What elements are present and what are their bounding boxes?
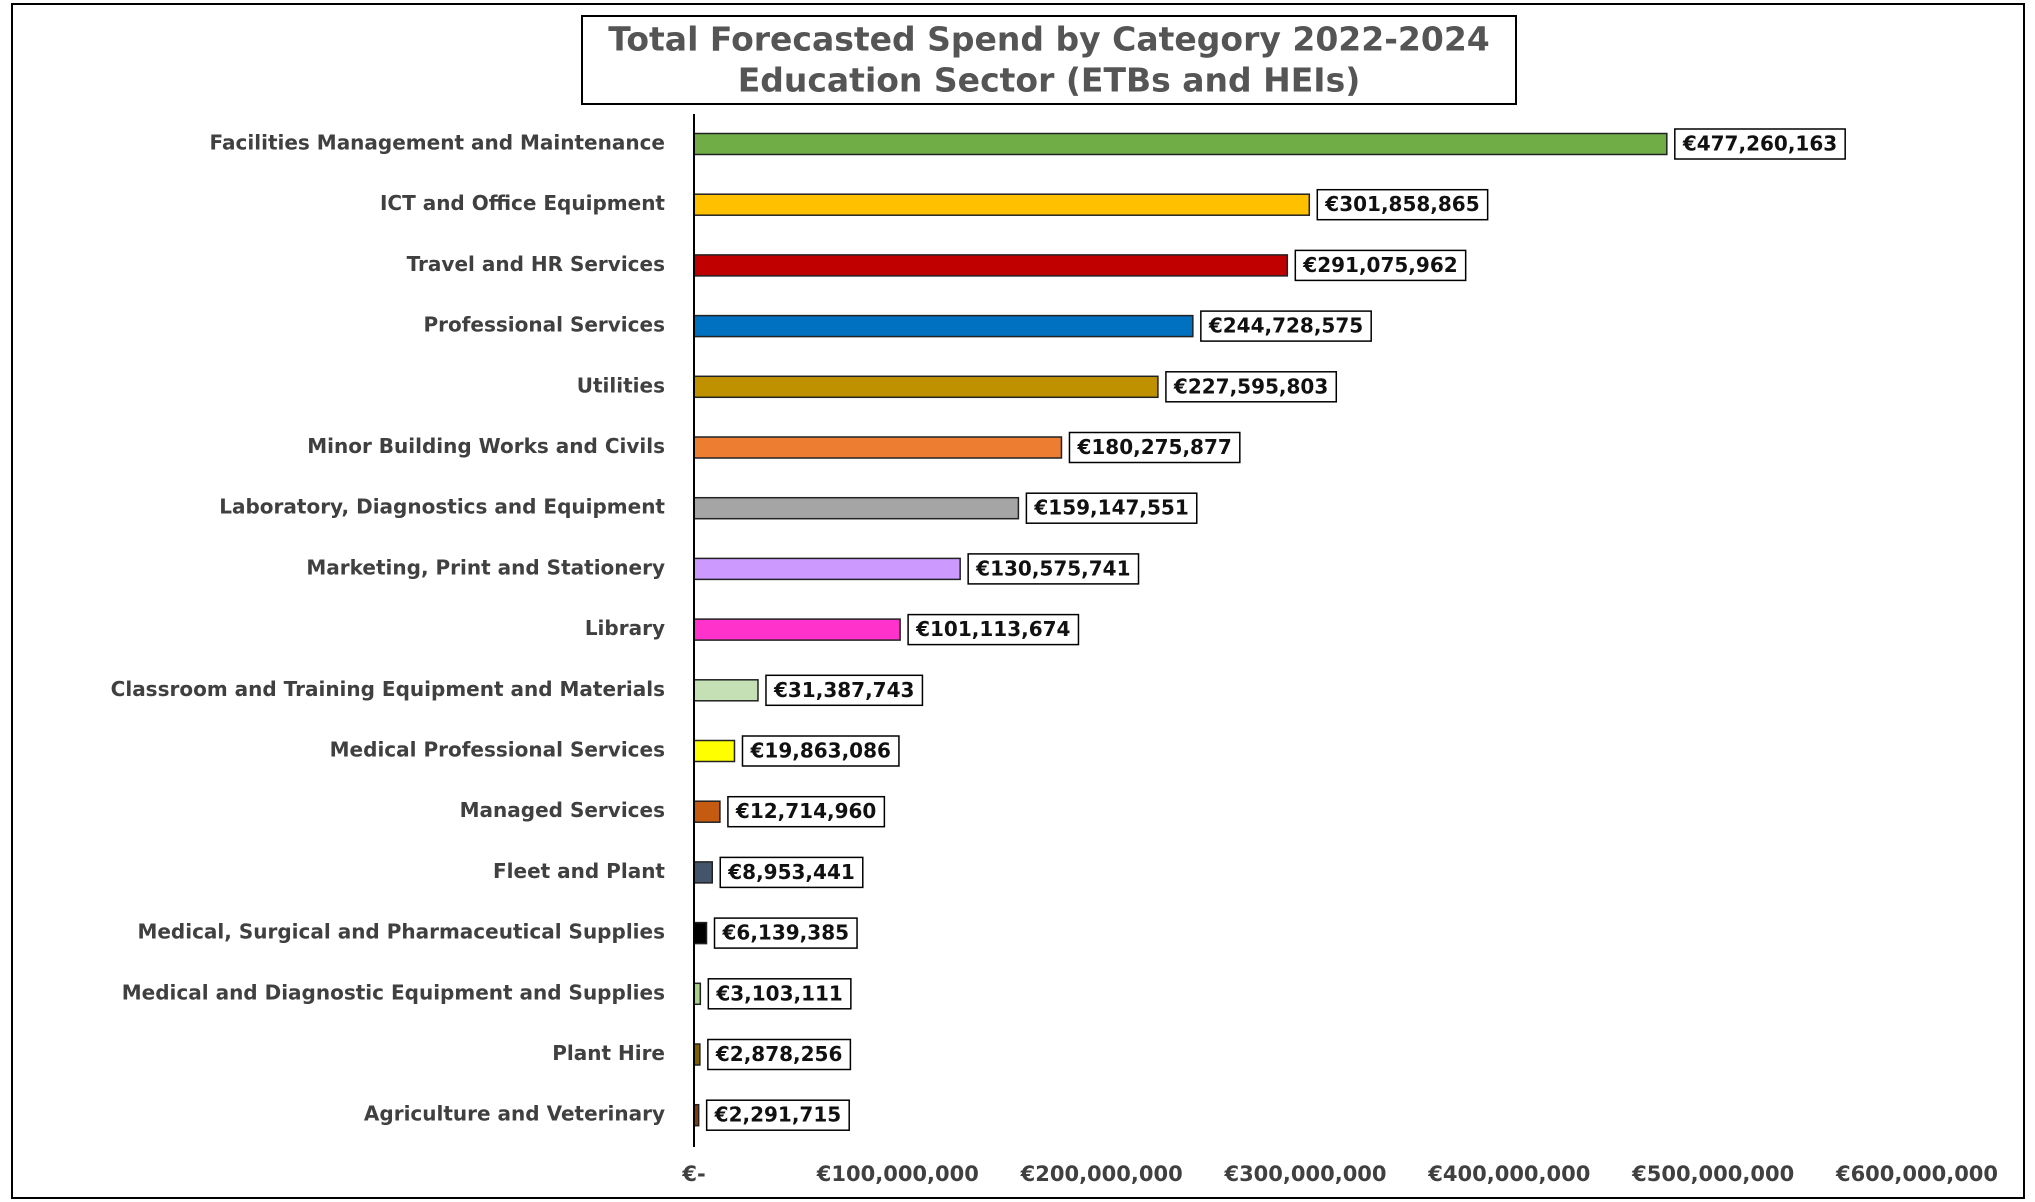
- data-label: €31,387,743: [773, 678, 914, 702]
- x-tick-label: €200,000,000: [1020, 1162, 1183, 1186]
- y-tick-label: Medical Professional Services: [330, 738, 665, 762]
- y-tick-label: Library: [585, 616, 665, 640]
- bar: [693, 557, 961, 581]
- y-tick-label: Laboratory, Diagnostics and Equipment: [219, 495, 665, 519]
- data-label: €477,260,163: [1682, 132, 1837, 156]
- y-tick-label: Classroom and Training Equipment and Mat…: [111, 677, 665, 701]
- data-label: €101,113,674: [915, 617, 1070, 641]
- y-tick-label: Agriculture and Veterinary: [364, 1102, 665, 1126]
- data-label: €291,075,962: [1302, 253, 1457, 277]
- data-label-box: [1316, 188, 1489, 221]
- chart-frame: [11, 3, 2025, 1199]
- bar: [693, 921, 708, 945]
- bar: [693, 314, 1194, 338]
- data-label: €130,575,741: [975, 556, 1130, 580]
- bar: [693, 739, 736, 763]
- data-label-box: [713, 917, 858, 949]
- bar: [693, 254, 1289, 277]
- data-label: €244,728,575: [1208, 314, 1363, 338]
- data-label: €301,858,865: [1324, 192, 1479, 216]
- y-tick-label: Plant Hire: [552, 1041, 665, 1065]
- data-label: €12,714,960: [735, 799, 876, 823]
- data-label: €6,139,385: [722, 921, 850, 945]
- data-label: €180,275,877: [1076, 435, 1231, 459]
- bar: [693, 800, 721, 823]
- data-label-box: [1200, 310, 1372, 342]
- data-label-box: [765, 674, 924, 707]
- data-label-box: [967, 553, 1140, 585]
- data-label: €19,863,086: [749, 739, 890, 763]
- data-label: €8,953,441: [727, 860, 855, 884]
- data-label: €3,103,111: [715, 981, 843, 1005]
- data-label: €2,291,715: [714, 1103, 842, 1127]
- x-tick-label: €100,000,000: [816, 1162, 979, 1186]
- y-tick-label: Managed Services: [460, 798, 665, 822]
- bar: [693, 132, 1668, 156]
- y-tick-label: ICT and Office Equipment: [380, 191, 665, 215]
- y-tick-label: Utilities: [577, 373, 665, 397]
- x-tick-label: €600,000,000: [1835, 1162, 1998, 1186]
- data-label-box: [719, 856, 864, 889]
- y-tick-label: Marketing, Print and Stationery: [306, 555, 665, 579]
- title-box: [581, 15, 1517, 105]
- data-label-box: [1068, 431, 1241, 464]
- x-tick-label: €300,000,000: [1223, 1162, 1386, 1186]
- x-tick-label: €500,000,000: [1631, 1162, 1794, 1186]
- y-tick-label: Minor Building Works and Civils: [307, 434, 665, 458]
- bar: [693, 496, 1020, 520]
- y-tick-label: Medical, Surgical and Pharmaceutical Sup…: [137, 920, 665, 944]
- bar: [693, 861, 714, 884]
- data-label-box: [907, 613, 1080, 646]
- bar: [693, 436, 1063, 459]
- data-label-box: [707, 978, 852, 1010]
- data-label-box: [707, 1038, 852, 1071]
- x-tick-label: €400,000,000: [1427, 1162, 1590, 1186]
- data-label: €159,147,551: [1033, 496, 1188, 520]
- data-label: €2,878,256: [715, 1042, 843, 1066]
- data-label-box: [1025, 492, 1198, 524]
- data-label-box: [727, 795, 886, 828]
- x-tick-label: €-: [681, 1162, 705, 1186]
- y-tick-label: Travel and HR Services: [407, 252, 665, 276]
- bar: [693, 618, 901, 641]
- data-label-box: [741, 735, 900, 767]
- data-label-box: [705, 1099, 850, 1131]
- data-label-box: [1674, 128, 1846, 160]
- chart-subtitle: Education Sector (ETBs and HEIs): [738, 61, 1361, 100]
- data-label: €227,595,803: [1173, 374, 1328, 398]
- y-tick-label: Medical and Diagnostic Equipment and Sup…: [122, 980, 665, 1004]
- bar: [693, 375, 1159, 399]
- bar: [693, 193, 1311, 216]
- y-tick-label: Facilities Management and Maintenance: [210, 131, 665, 155]
- y-tick-label: Professional Services: [423, 313, 665, 337]
- y-tick-label: Fleet and Plant: [493, 859, 665, 883]
- data-label-box: [1294, 249, 1467, 282]
- data-label-box: [1165, 371, 1338, 403]
- bar: [693, 679, 759, 702]
- chart-title: Total Forecasted Spend by Category 2022-…: [608, 20, 1490, 59]
